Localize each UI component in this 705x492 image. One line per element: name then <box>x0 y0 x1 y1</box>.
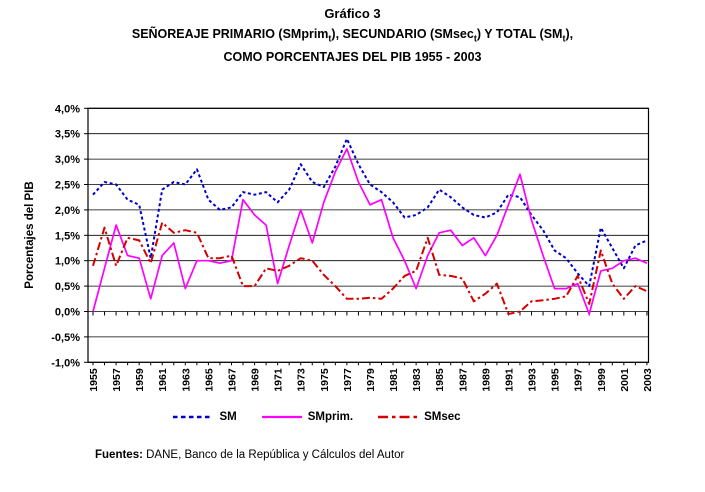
chart-title-block: Gráfico 3 SEÑOREAJE PRIMARIO (SMprimt), … <box>0 6 705 70</box>
x-tick-label: 1981 <box>388 368 400 392</box>
y-tick-label: 2,0% <box>55 205 80 217</box>
x-tick-label: 1973 <box>296 368 308 392</box>
y-axis-title: Porcentajes del PIB <box>24 181 36 288</box>
chart-subtitle-line1: SEÑOREAJE PRIMARIO (SMprimt), SECUNDARIO… <box>131 27 574 44</box>
y-tick-label: 3,5% <box>55 129 80 141</box>
x-tick-label: 1985 <box>434 368 446 392</box>
y-tick-label: 3,0% <box>55 154 80 166</box>
chart-legend: SM SMprim. SMsec <box>0 411 669 423</box>
x-tick-label: 1983 <box>411 368 423 392</box>
x-tick-label: 1971 <box>273 368 285 392</box>
y-tick-label: 0,5% <box>55 281 80 293</box>
y-tick-label: -1,0% <box>51 357 80 369</box>
chart-subtitle-line2: COMO PORCENTAJES DEL PIB 1955 - 2003 <box>223 49 482 64</box>
chart-title: Gráfico 3 <box>324 6 381 21</box>
y-tick-label: 1,5% <box>55 230 80 242</box>
legend-label-smsec: SMsec <box>424 411 461 423</box>
x-tick-label: 1979 <box>365 368 377 392</box>
x-tick-label: 1997 <box>573 368 585 392</box>
x-tick-label: 1959 <box>134 368 146 392</box>
y-tick-label: 4,0% <box>55 103 80 115</box>
x-tick-label: 2001 <box>619 368 631 392</box>
source-note: Fuentes: DANE, Banco de la República y C… <box>95 449 404 461</box>
plot-frame <box>87 107 650 363</box>
x-tick-label: 2003 <box>642 368 654 392</box>
source-note-prefix: Fuentes: <box>95 449 143 461</box>
x-tick-label: 1961 <box>157 368 169 392</box>
x-tick-label: 1963 <box>180 368 192 392</box>
series-line-smprim <box>92 148 648 315</box>
x-tick-label: 1969 <box>250 368 262 392</box>
legend-label-sm: SM <box>219 411 237 423</box>
x-tick-label: 1967 <box>227 368 239 392</box>
x-tick-label: 1975 <box>319 368 331 392</box>
x-tick-label: 1991 <box>503 368 515 392</box>
x-tick-label: 1987 <box>457 368 469 392</box>
x-tick-label: 1955 <box>88 368 100 392</box>
legend-item-smsec: SMsec <box>377 411 461 423</box>
y-tick-label: 2,5% <box>55 180 80 192</box>
x-tick-label: 1957 <box>111 368 123 392</box>
legend-label-smprim: SMprim. <box>307 411 354 423</box>
smprim-solid-line-swatch <box>261 415 302 419</box>
y-tick-label: 1,0% <box>55 256 80 268</box>
smsec-dashdot-line-swatch <box>378 415 419 419</box>
y-tick-label: 0,0% <box>55 307 80 319</box>
x-tick-label: 1995 <box>550 368 562 392</box>
x-tick-label: 1965 <box>203 368 215 392</box>
x-tick-label: 1977 <box>342 368 354 392</box>
series-line-sm <box>92 137 648 288</box>
source-note-text: DANE, Banco de la República y Cálculos d… <box>142 449 405 461</box>
x-tick-label: 1999 <box>596 368 608 392</box>
legend-item-smprim: SMprim. <box>261 411 353 423</box>
y-tick-label: -0,5% <box>51 332 80 344</box>
sm-dashed-line-swatch <box>173 415 214 419</box>
x-tick-label: 1993 <box>527 368 539 392</box>
x-tick-label: 1989 <box>480 368 492 392</box>
legend-item-sm: SM <box>172 411 237 423</box>
series-line-smsec <box>92 221 648 315</box>
